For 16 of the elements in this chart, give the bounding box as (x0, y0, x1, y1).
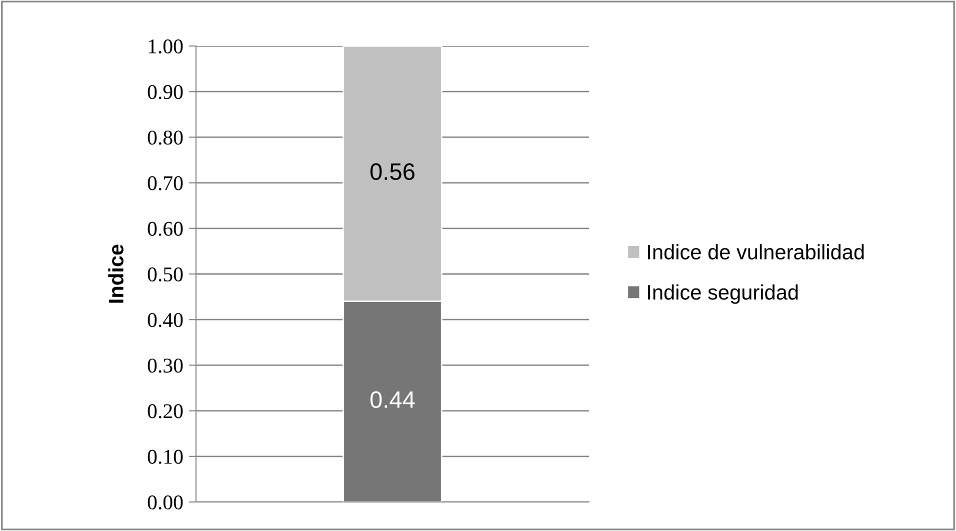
data-label: 0.56 (370, 163, 414, 180)
y-tick-label: 0.30 (148, 358, 183, 373)
y-tick-label: 0.10 (148, 450, 183, 464)
y-tick-label: 0.60 (148, 222, 183, 236)
data-label: 0.44 (370, 391, 415, 408)
y-tick-label: 1.00 (148, 39, 183, 54)
y-tick-label: 0.40 (148, 312, 183, 328)
legend-label: Indice seguridad (648, 284, 798, 304)
y-tick-label: 0.80 (148, 130, 183, 145)
y-tick-label: 0.00 (148, 495, 183, 510)
y-tick-label: 0.50 (148, 267, 183, 282)
y-tick-label: 0.70 (148, 176, 183, 190)
y-tick-label: 0.20 (148, 404, 183, 418)
legend-label: Indice de vulnerabilidad (648, 244, 864, 260)
y-tick-label: 0.90 (148, 84, 183, 100)
y-axis-title: Indice (108, 244, 124, 303)
